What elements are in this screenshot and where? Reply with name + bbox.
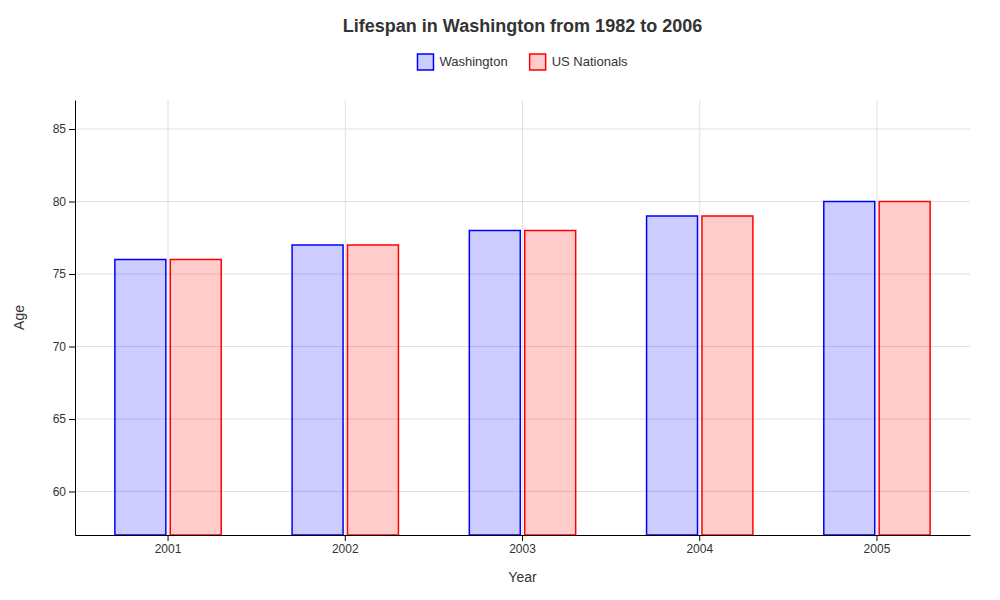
y-tick: 70 (53, 340, 75, 354)
bar-series (115, 202, 875, 536)
legend-label: US Nationals (552, 54, 628, 69)
x-tick: 2004 (686, 535, 713, 556)
bar-series (170, 202, 930, 536)
bar (824, 202, 875, 536)
x-grid-line (345, 100, 346, 535)
bar (469, 231, 520, 536)
grid (75, 100, 970, 535)
bar (879, 202, 930, 536)
y-axis-line (75, 101, 76, 536)
y-tick-mark (69, 492, 75, 493)
y-tick-label: 85 (53, 122, 67, 136)
bar (525, 231, 576, 536)
title: Lifespan in Washington from 1982 to 2006 (343, 16, 702, 36)
legend-label: Washington (439, 54, 507, 69)
bar (647, 216, 698, 535)
legend-swatch (530, 54, 546, 70)
x-tick-mark (522, 535, 523, 541)
bar (115, 260, 166, 536)
bars (115, 202, 930, 536)
y-tick: 85 (53, 122, 75, 136)
legend-swatch (417, 54, 433, 70)
x-grid-line (522, 100, 523, 535)
bar (170, 260, 221, 536)
y-tick-label: 60 (53, 485, 67, 499)
x-tick: 2002 (332, 535, 359, 556)
x-tick-label: 2001 (155, 542, 182, 556)
y-tick: 60 (53, 485, 75, 499)
y-tick-mark (69, 419, 75, 420)
x-axis-title: Year (508, 569, 537, 585)
x-grid-line (699, 100, 700, 535)
bar (347, 245, 398, 535)
x-tick-label: 2002 (332, 542, 359, 556)
y-tick-label: 70 (53, 340, 67, 354)
x-tick-label: 2005 (864, 542, 891, 556)
y-tick-label: 75 (53, 267, 67, 281)
x-tick-label: 2003 (509, 542, 536, 556)
x-axis: 2001 2002 2003 2004 2005 (76, 535, 971, 556)
y-tick-mark (69, 274, 75, 275)
y-axis: 60 65 70 75 80 85 (53, 101, 76, 536)
x-grid-line (876, 100, 877, 535)
y-tick: 80 (53, 195, 75, 209)
y-tick-mark (69, 347, 75, 348)
y-tick-mark (69, 202, 75, 203)
y-tick-mark (69, 129, 75, 130)
y-tick: 65 (53, 412, 75, 426)
x-tick: 2003 (509, 535, 536, 556)
y-axis-title: Age (11, 305, 27, 330)
y-tick: 75 (53, 267, 75, 281)
y-tick-label: 80 (53, 195, 67, 209)
x-tick-mark (345, 535, 346, 541)
x-grid-line (168, 100, 169, 535)
x-tick-mark (168, 535, 169, 541)
chart: 2001 2002 2003 2004 2005 60 65 70 75 80 85 Lifespan… (0, 0, 1000, 600)
legend-item: Washington (417, 54, 507, 70)
y-tick-label: 65 (53, 412, 67, 426)
bar (292, 245, 343, 535)
bar (702, 216, 753, 535)
x-tick: 2001 (155, 535, 182, 556)
x-tick: 2005 (864, 535, 891, 556)
x-tick-mark (699, 535, 700, 541)
legend: Washington US Nationals (417, 54, 628, 70)
x-tick-label: 2004 (686, 542, 713, 556)
x-tick-mark (876, 535, 877, 541)
legend-item: US Nationals (530, 54, 628, 70)
